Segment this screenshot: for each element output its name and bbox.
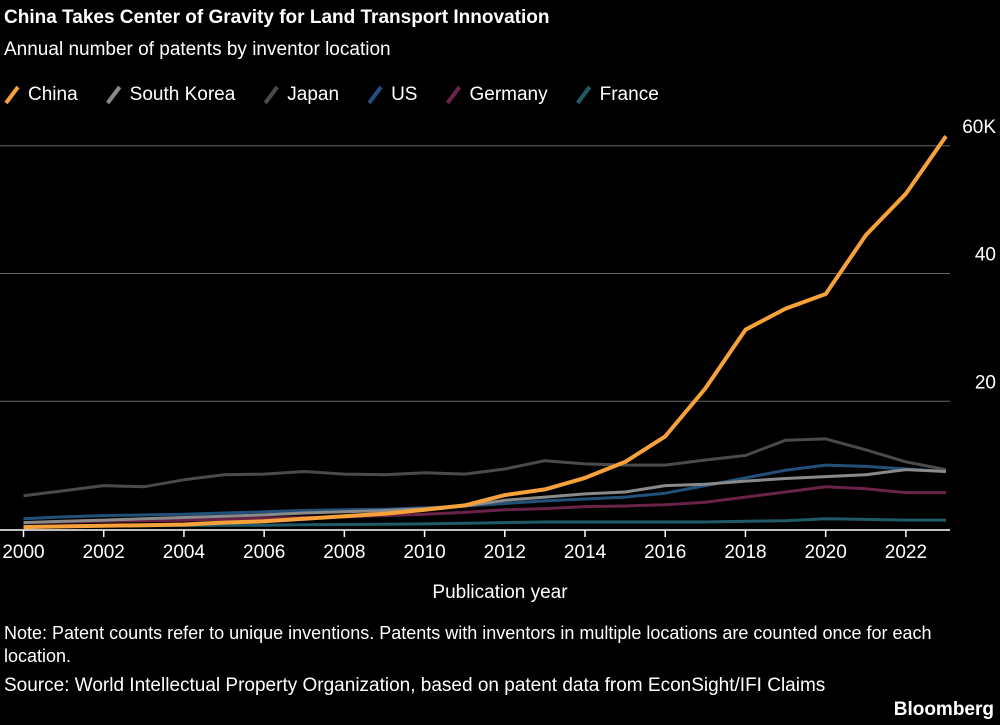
note-box: Note: Patent counts refer to unique inve…	[4, 623, 932, 666]
x-tick-label: 2010	[403, 542, 445, 563]
legend-label: France	[600, 84, 659, 105]
x-tick-label: 2002	[83, 542, 125, 563]
series-line	[23, 468, 947, 525]
y-tick-label: 60K	[962, 117, 996, 138]
note: Note: Patent counts refer to unique inve…	[4, 623, 932, 666]
legend-swatch	[4, 85, 20, 105]
x-tick-label: 2006	[243, 542, 285, 563]
source: Source: World Intellectual Property Orga…	[4, 675, 825, 696]
x-tick-label: 2008	[323, 542, 365, 563]
x-tick-label: 2012	[484, 542, 526, 563]
x-tick-label: 2022	[885, 542, 927, 563]
x-tick-label: 2016	[644, 542, 686, 563]
legend-label: Germany	[469, 84, 548, 105]
x-axis-label: Publication year	[432, 582, 568, 603]
chart-subtitle: Annual number of patents by inventor loc…	[4, 39, 391, 60]
chart-title: China Takes Center of Gravity for Land T…	[4, 7, 549, 28]
legend-swatch	[263, 85, 279, 105]
legend-swatch	[106, 85, 122, 105]
legend-label: Japan	[287, 84, 339, 105]
series-line	[23, 437, 947, 498]
x-tick-label: 2000	[2, 542, 44, 563]
x-tick-label: 2018	[724, 542, 766, 563]
legend-label: South Korea	[130, 84, 236, 105]
series-line	[23, 135, 948, 530]
x-tick-label: 2014	[564, 542, 607, 563]
legend-swatch	[576, 85, 592, 105]
series-line	[23, 485, 946, 525]
x-tick-label: 2020	[805, 542, 847, 563]
y-tick-label: 20	[975, 372, 996, 393]
legend-swatch	[367, 85, 383, 105]
legend-label: US	[391, 84, 417, 105]
x-tick-label: 2004	[163, 542, 206, 563]
y-tick-label: 40	[975, 245, 996, 266]
brand: Bloomberg	[894, 699, 994, 720]
legend-swatch	[445, 85, 462, 105]
legend-label: China	[28, 84, 78, 105]
series-line	[23, 463, 947, 521]
